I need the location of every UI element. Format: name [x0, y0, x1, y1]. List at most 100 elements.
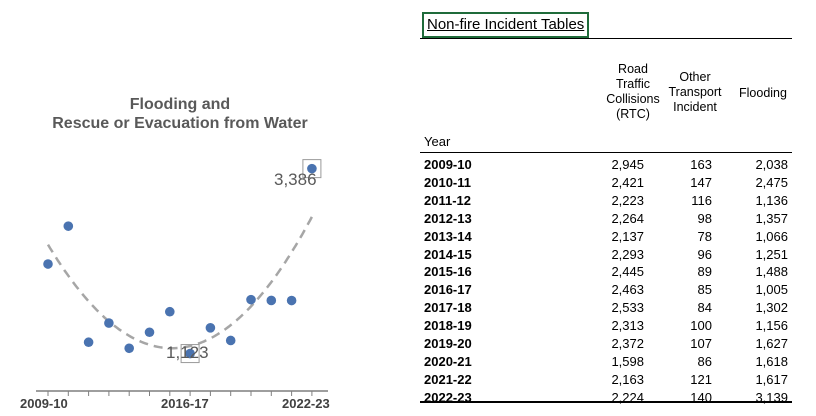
- other-transport-cell: 116: [691, 192, 712, 208]
- flooding-cell: 1,066: [755, 228, 788, 244]
- year-cell: 2014-15: [424, 246, 472, 262]
- x-tick-label-first: 2009-10: [20, 396, 68, 411]
- year-cell: 2010-11: [424, 174, 471, 190]
- table-row: 2017-18 2,533 84 1,302: [420, 299, 792, 317]
- table-top-rule: [420, 38, 792, 39]
- trend-line: [46, 216, 314, 350]
- rtc-cell: 2,293: [611, 246, 644, 262]
- table-row: 2020-21 1,598 86 1,618: [420, 353, 792, 371]
- other-transport-cell: 107: [690, 336, 712, 351]
- rtc-cell: 2,313: [611, 318, 644, 334]
- year-cell: 2019-20: [424, 336, 472, 351]
- other-transport-cell: 89: [697, 264, 712, 280]
- flooding-cell: 1,005: [755, 282, 788, 298]
- table-row: 2018-19 2,313 100 1,156: [420, 317, 792, 335]
- flooding-chart: Flooding and Rescue or Evacuation from W…: [0, 0, 360, 416]
- flooding-cell: 2,475: [755, 174, 788, 190]
- table-row: 2012-13 2,264 98 1,357: [420, 210, 792, 228]
- year-cell: 2021-22: [424, 371, 472, 387]
- x-tick-label-last: 2022-23: [282, 396, 330, 411]
- data-point-2021-22: [286, 295, 297, 306]
- year-cell: 2011-12: [424, 192, 471, 208]
- rtc-cell: 2,533: [611, 300, 644, 316]
- year-cell: 2015-16: [424, 264, 472, 280]
- incident-table: Non-fire Incident Tables Road Traffic Co…: [420, 0, 816, 416]
- year-cell: 2012-13: [424, 210, 472, 226]
- flooding-cell: 1,357: [755, 210, 788, 226]
- rtc-cell: 2,163: [611, 371, 644, 387]
- table-row: 2009-10 2,945 163 2,038: [420, 156, 792, 174]
- other-transport-cell: 100: [690, 318, 712, 334]
- year-cell: 2020-21: [424, 353, 472, 369]
- x-tick-label-middle: 2016-17: [161, 396, 209, 411]
- other-transport-cell: 86: [697, 353, 712, 369]
- other-transport-cell: 121: [690, 371, 712, 387]
- data-point-2018-19: [225, 335, 236, 346]
- header-other-transport: Other Transport Incident: [668, 70, 722, 114]
- other-transport-cell: 84: [697, 300, 712, 316]
- flooding-cell: 1,488: [755, 264, 788, 280]
- rtc-cell: 2,445: [611, 264, 644, 280]
- data-point-2022-23: [307, 163, 317, 174]
- data-point-2010-11: [63, 221, 74, 231]
- other-transport-cell: 98: [697, 210, 712, 226]
- annotation-max: 3,386: [274, 170, 317, 189]
- header-rtc: Road Traffic Collisions (RTC): [606, 62, 660, 121]
- min-point-highlight-box: [180, 344, 200, 364]
- data-point-2013-14: [124, 343, 134, 354]
- flooding-cell: 1,251: [755, 246, 788, 262]
- year-cell: 2017-18: [424, 300, 472, 316]
- rtc-cell: 2,224: [611, 389, 644, 405]
- table-row: 2022-23 2,224 140 3,139: [420, 389, 792, 407]
- rtc-cell: 1,598: [611, 353, 644, 369]
- rtc-cell: 2,945: [611, 157, 644, 172]
- table-row: 2014-15 2,293 96 1,251: [420, 246, 792, 264]
- flooding-cell: 1,627: [755, 336, 788, 351]
- data-point-2014-15: [144, 327, 155, 338]
- table-row: 2019-20 2,372 107 1,627: [420, 335, 792, 353]
- other-transport-cell: 85: [697, 282, 712, 298]
- header-year: Year: [424, 134, 451, 149]
- flooding-cell: 1,618: [755, 353, 788, 369]
- year-cell: 2009-10: [424, 157, 472, 172]
- other-transport-cell: 147: [690, 174, 712, 190]
- data-point-2019-20: [246, 294, 256, 305]
- other-transport-cell: 78: [697, 228, 712, 244]
- rtc-cell: 2,463: [611, 282, 644, 298]
- rtc-cell: 2,264: [611, 210, 644, 226]
- header-flooding: Flooding: [739, 86, 787, 100]
- chart-title-line2: Rescue or Evacuation from Water: [52, 115, 308, 132]
- table-bottom-rule: [420, 401, 792, 403]
- max-point-highlight-box: [302, 159, 322, 179]
- data-point-2012-13: [104, 318, 114, 328]
- rtc-cell: 2,421: [611, 174, 644, 190]
- data-point-2009-10: [43, 259, 53, 269]
- data-point-2016-17: [185, 348, 195, 359]
- table-row: 2021-22 2,163 121 1,617: [420, 371, 792, 389]
- rtc-cell: 2,372: [611, 336, 644, 351]
- header-rule: [420, 152, 792, 153]
- flooding-cell: 1,617: [755, 371, 788, 387]
- flooding-cell: 1,302: [755, 300, 788, 316]
- table-row: 2016-17 2,463 85 1,005: [420, 281, 792, 299]
- year-cell: 2013-14: [424, 228, 472, 244]
- other-transport-cell: 96: [697, 246, 712, 262]
- rtc-cell: 2,137: [611, 228, 644, 244]
- flooding-cell: 3,139: [755, 389, 788, 405]
- flooding-cell: 1,156: [755, 318, 788, 334]
- rtc-cell: 2,223: [611, 192, 644, 208]
- chart-title-line1: Flooding and: [129, 96, 231, 113]
- other-transport-cell: 140: [690, 389, 712, 405]
- data-point-2017-18: [205, 323, 216, 333]
- table-row: 2011-12 2,223 116 1,136: [420, 192, 792, 210]
- data-point-2011-12: [83, 337, 94, 348]
- year-cell: 2016-17: [424, 282, 472, 298]
- table-title: Non-fire Incident Tables: [422, 12, 590, 38]
- data-point-2020-21: [266, 295, 277, 306]
- flooding-cell: 2,038: [755, 157, 788, 172]
- data-point-2015-16: [165, 306, 175, 317]
- year-cell: 2018-19: [424, 318, 472, 334]
- flooding-cell: 1,136: [755, 192, 788, 208]
- table-row: 2015-16 2,445 89 1,488: [420, 263, 792, 281]
- table-row: 2010-11 2,421 147 2,475: [420, 174, 792, 192]
